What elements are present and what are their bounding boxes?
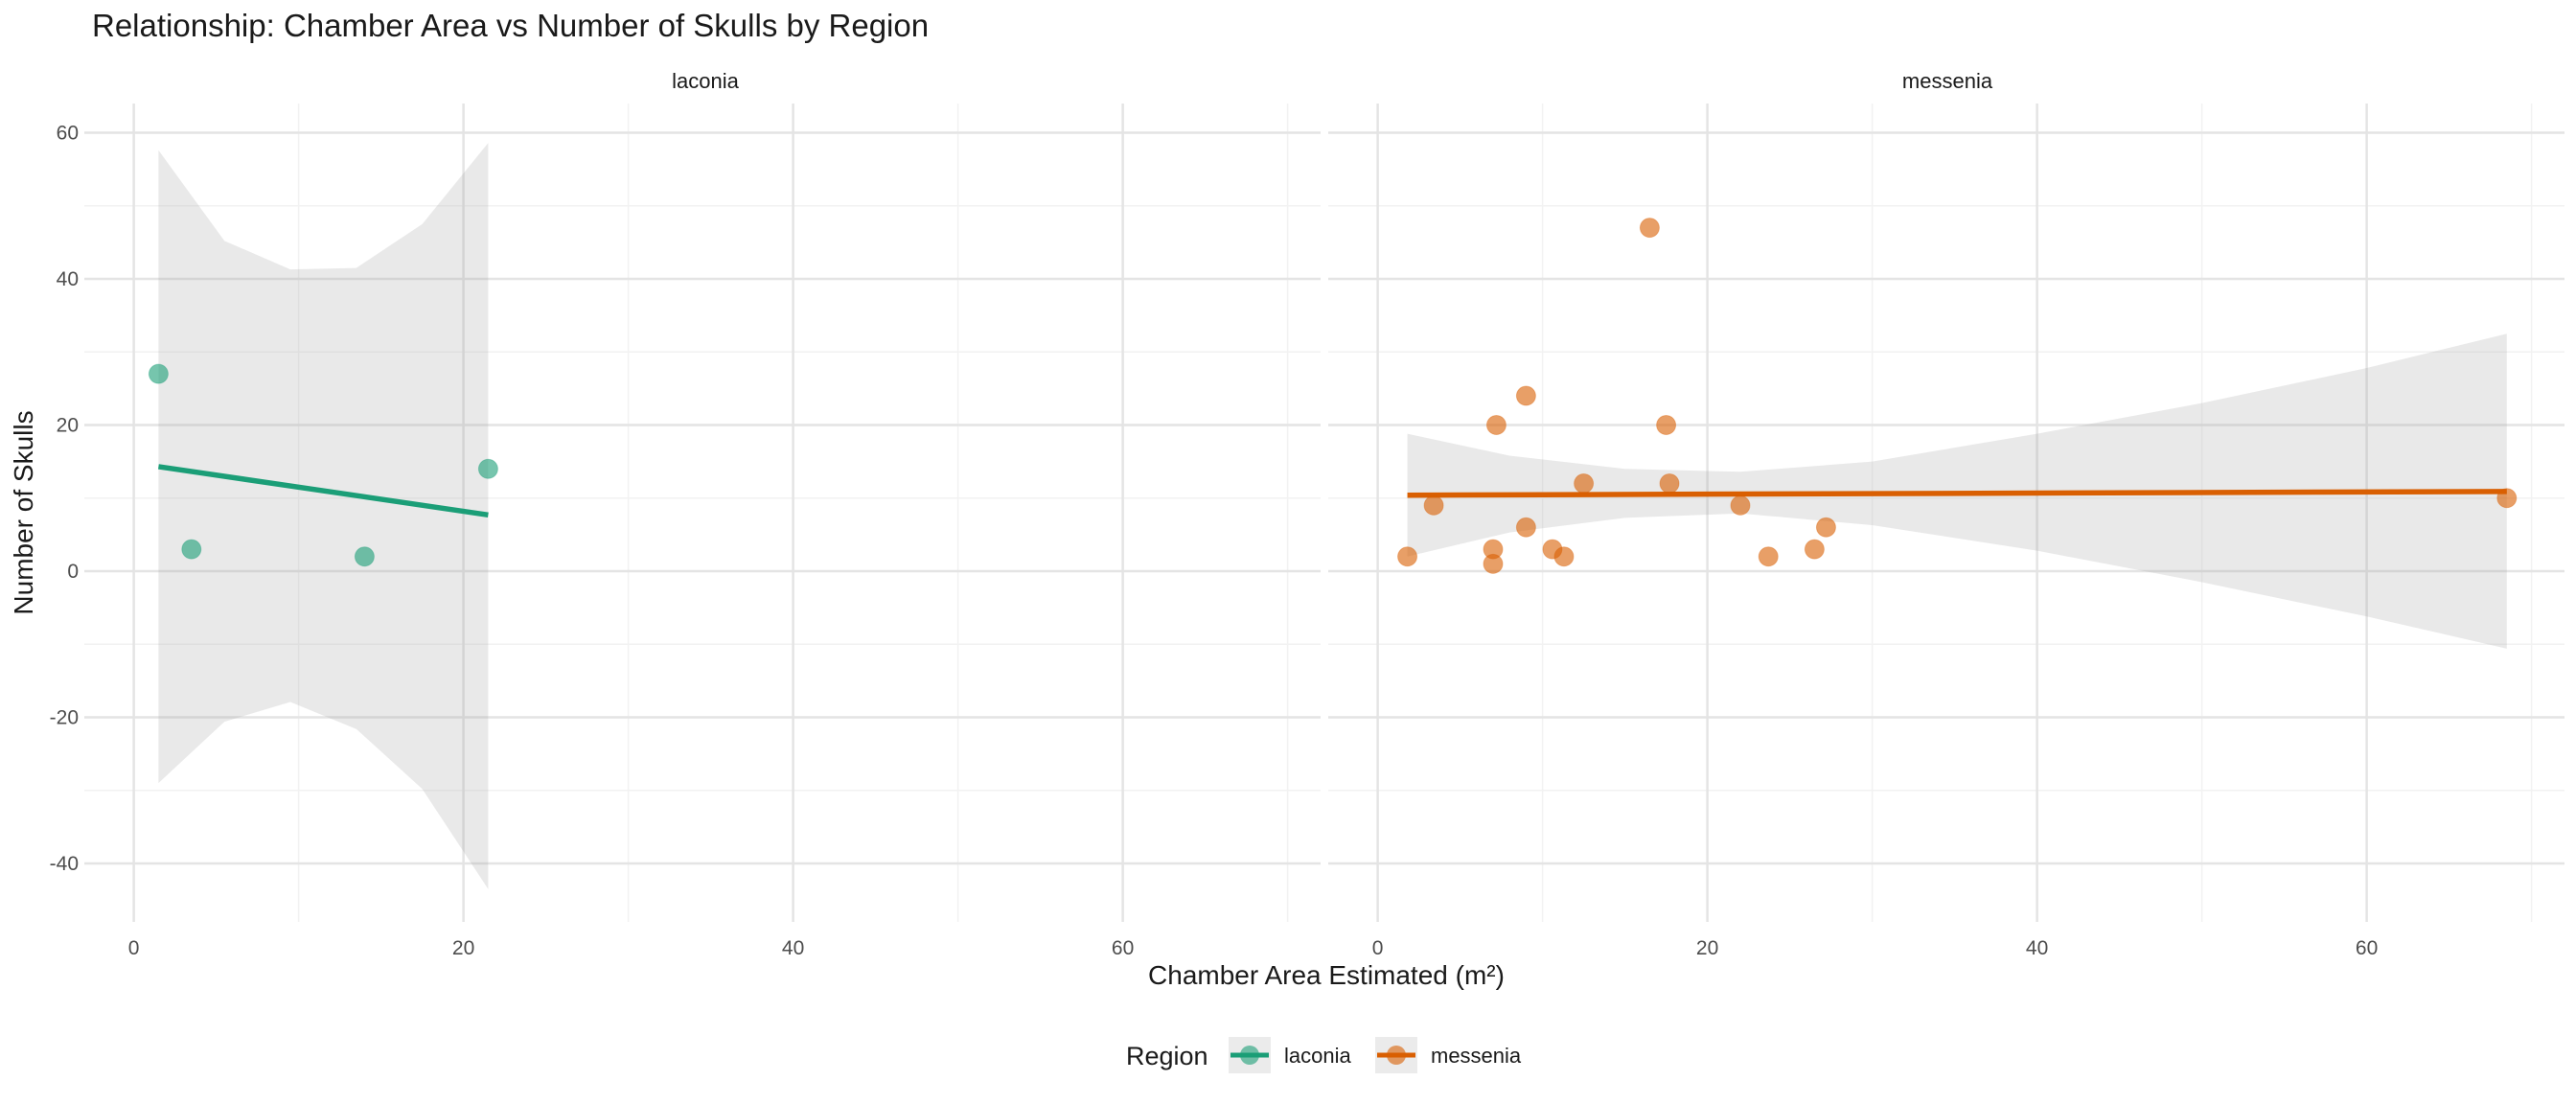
y-tick-label: 0: [67, 561, 79, 583]
facet-strip-label: laconia: [672, 69, 739, 93]
y-tick-label: 40: [57, 268, 79, 290]
data-point: [148, 363, 169, 384]
data-point: [1574, 473, 1595, 494]
data-point: [1423, 494, 1444, 516]
data-point: [181, 539, 202, 560]
data-point: [1553, 546, 1575, 567]
grid: [1328, 104, 2564, 922]
x-tick-label: 20: [1696, 937, 1718, 959]
x-axis-label: Chamber Area Estimated (m²): [1148, 960, 1505, 990]
legend-label-laconia: laconia: [1284, 1044, 1351, 1068]
x-tick-label: 20: [452, 937, 474, 959]
data-point: [1659, 473, 1680, 494]
x-tick-label: 60: [2356, 937, 2378, 959]
data-point: [1515, 517, 1536, 538]
data-point: [354, 546, 375, 567]
legend-key-point-messenia: [1387, 1046, 1406, 1065]
x-tick-label: 0: [128, 937, 140, 959]
data-point: [1397, 546, 1418, 567]
data-point: [1483, 553, 1504, 574]
chart-title: Relationship: Chamber Area vs Number of …: [92, 8, 929, 43]
regression-line: [158, 464, 489, 518]
data-point: [2496, 488, 2518, 509]
data-point: [1758, 546, 1779, 567]
y-tick-label: -40: [50, 853, 79, 875]
legend: Region laconia messenia: [1126, 1037, 1522, 1073]
y-tick-label: 60: [57, 123, 79, 145]
regression-line: [1407, 489, 2507, 498]
x-tick-label: 40: [2026, 937, 2048, 959]
data-point: [477, 458, 498, 479]
legend-label-messenia: messenia: [1431, 1044, 1522, 1068]
y-tick-label: -20: [50, 707, 79, 729]
data-point: [1639, 218, 1660, 239]
legend-title: Region: [1126, 1042, 1208, 1070]
data-point: [1515, 385, 1536, 406]
x-tick-label: 40: [782, 937, 804, 959]
legend-key-point-laconia: [1240, 1046, 1259, 1065]
facet-strip-label: messenia: [1902, 69, 1993, 93]
facet-panel-messenia: messenia 0 20 40 60: [1328, 69, 2564, 959]
y-axis-label: Number of Skulls: [9, 410, 38, 614]
data-point: [1730, 494, 1751, 516]
x-tick-label: 60: [1112, 937, 1134, 959]
x-tick-label: 0: [1372, 937, 1384, 959]
data-point: [1485, 415, 1506, 435]
data-point: [1804, 539, 1825, 560]
grid: [84, 104, 1321, 922]
data-point: [1815, 517, 1836, 538]
data-point: [1656, 415, 1677, 435]
confidence-band: [158, 143, 489, 889]
facet-panel-laconia: laconia 0 20 40 60 -40 -20 0 20 40 60: [50, 69, 1321, 959]
y-tick-label: 20: [57, 415, 79, 437]
